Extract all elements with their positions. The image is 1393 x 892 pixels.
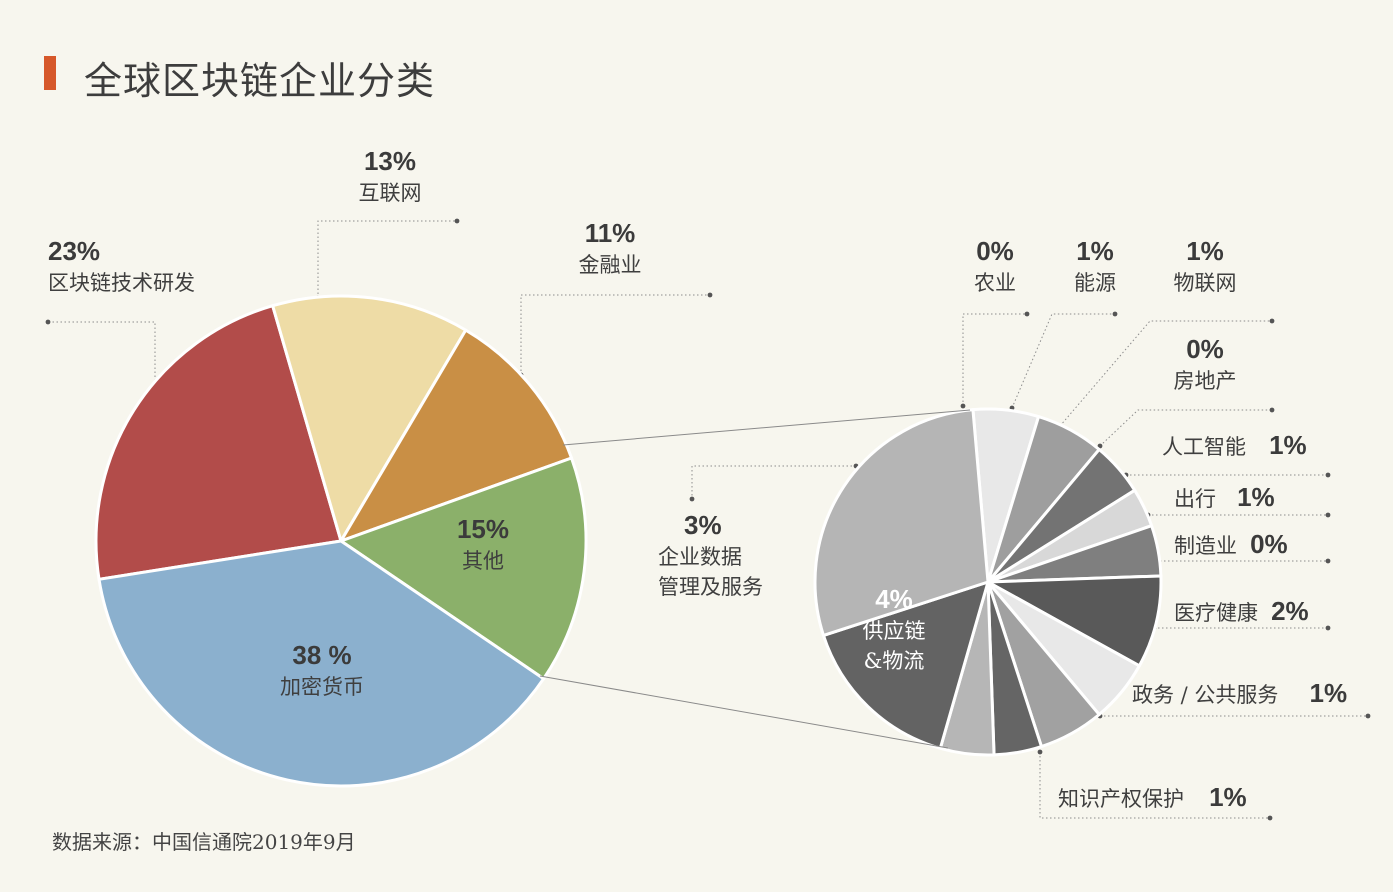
label-supply-chain-name-1: 供应链	[862, 619, 926, 643]
leader-line-3	[520, 294, 710, 375]
leader-dot-7-2	[1269, 407, 1275, 413]
leader-dot-14-2	[689, 496, 695, 502]
label-crypto: 38 % 加密货币	[262, 640, 382, 701]
label-blockchain-rd: 23% 区块链技术研发	[48, 236, 195, 297]
label-energy: 1% 能源	[1050, 236, 1140, 297]
leader-dot-6-2	[1269, 318, 1275, 324]
label-manufacturing-pct: 0%	[1250, 529, 1288, 559]
label-travel: 出行 1%	[1174, 482, 1275, 513]
leader-dot-10-2	[1325, 558, 1331, 564]
label-agriculture: 0% 农业	[950, 236, 1040, 297]
label-finance: 11% 金融业	[560, 218, 660, 279]
label-healthcare: 医疗健康 2%	[1174, 596, 1309, 627]
leader-dot-8-2	[1325, 472, 1331, 478]
label-iot-pct: 1%	[1186, 236, 1224, 266]
leader-line-2	[317, 220, 457, 298]
label-ai-pct: 1%	[1269, 430, 1307, 460]
leader-dot-2-2	[454, 218, 460, 224]
leader-line-14	[691, 465, 856, 499]
label-other-pct: 15%	[456, 514, 510, 544]
label-manufacturing-name: 制造业	[1174, 534, 1237, 558]
leader-dot-11-2	[1325, 625, 1331, 631]
label-enterprise-data-name-2: 管理及服务	[658, 575, 763, 599]
left-pie-slice-4	[339, 456, 588, 681]
label-other: 15% 其他	[438, 514, 528, 575]
left-pie-slice-5	[97, 539, 546, 788]
label-travel-pct: 1%	[1237, 482, 1275, 512]
label-internet-name: 互联网	[358, 181, 422, 205]
pie-connectors	[539, 409, 971, 749]
label-ai-name: 人工智能	[1162, 435, 1246, 459]
label-enterprise-data-pct: 3%	[684, 510, 722, 540]
label-crypto-name: 加密货币	[280, 675, 364, 699]
label-supply-chain: 4% 供应链 &物流	[846, 584, 942, 675]
label-internet-pct: 13%	[363, 146, 417, 176]
label-ai: 人工智能 1%	[1162, 430, 1307, 461]
left-pie-slice-3	[339, 328, 574, 543]
leader-dot-5-2	[1112, 311, 1118, 317]
label-manufacturing: 制造业 0%	[1174, 529, 1288, 560]
label-enterprise-data-name-1: 企业数据	[658, 545, 742, 569]
right-pie-slice-12	[813, 408, 990, 637]
label-supply-chain-name-2: &物流	[863, 649, 925, 673]
label-finance-pct: 11%	[584, 218, 636, 248]
label-blockchain-rd-name: 区块链技术研发	[48, 271, 195, 295]
right-pie-slice-6	[986, 574, 1163, 668]
right-pie	[813, 407, 1163, 757]
leader-dot-13-2	[1267, 815, 1273, 821]
label-real-estate: 0% 房地产	[1160, 334, 1250, 395]
label-travel-name: 出行	[1174, 487, 1216, 511]
leader-dot-4-2	[1024, 311, 1030, 317]
label-crypto-pct: 38 %	[292, 640, 352, 670]
label-energy-pct: 1%	[1076, 236, 1114, 266]
source-note: 数据来源：中国信通院2019年9月	[52, 830, 356, 854]
left-pie	[94, 294, 588, 788]
label-finance-name: 金融业	[578, 253, 642, 277]
leader-dot-4-1	[960, 403, 966, 409]
leader-line-1	[48, 321, 156, 385]
leader-line-4	[962, 313, 1027, 406]
label-blockchain-rd-pct: 23%	[48, 236, 101, 266]
pie-connector-2	[539, 675, 949, 749]
label-real-estate-pct: 0%	[1186, 334, 1224, 364]
pie-connector-1	[562, 409, 971, 446]
label-other-name: 其他	[462, 549, 504, 573]
leader-dot-13-1	[1037, 749, 1043, 755]
label-ip-protection-name: 知识产权保护	[1058, 787, 1184, 811]
label-energy-name: 能源	[1074, 271, 1116, 295]
label-government-pct: 1%	[1309, 678, 1348, 708]
label-government: 政务 / 公共服务 1%	[1132, 678, 1347, 709]
label-supply-chain-pct: 4%	[875, 584, 913, 614]
left-pie-slice-2	[271, 294, 468, 543]
label-healthcare-name: 医疗健康	[1174, 601, 1258, 625]
leader-dot-12-2	[1365, 713, 1371, 719]
chart-title: 全球区块链企业分类	[84, 59, 436, 103]
label-real-estate-name: 房地产	[1173, 369, 1237, 393]
title-accent-bar	[44, 56, 56, 90]
label-internet: 13% 互联网	[340, 146, 440, 207]
leader-line-7	[1099, 409, 1272, 447]
leader-line-5	[1011, 313, 1115, 409]
label-ip-protection-pct: 1%	[1209, 782, 1247, 812]
label-government-name: 政务 / 公共服务	[1132, 683, 1279, 707]
label-ip-protection: 知识产权保护 1%	[1058, 782, 1247, 813]
leader-dot-1-2	[45, 319, 51, 325]
left-pie-slice-1	[94, 304, 343, 581]
leader-dot-9-2	[1325, 512, 1331, 518]
label-agriculture-pct: 0%	[976, 236, 1014, 266]
label-enterprise-data: 3% 企业数据 管理及服务	[658, 510, 763, 601]
label-agriculture-name: 农业	[974, 271, 1016, 295]
leader-dot-3-2	[707, 292, 713, 298]
label-iot-name: 物联网	[1173, 271, 1237, 295]
label-healthcare-pct: 2%	[1271, 596, 1309, 626]
label-iot: 1% 物联网	[1160, 236, 1250, 297]
